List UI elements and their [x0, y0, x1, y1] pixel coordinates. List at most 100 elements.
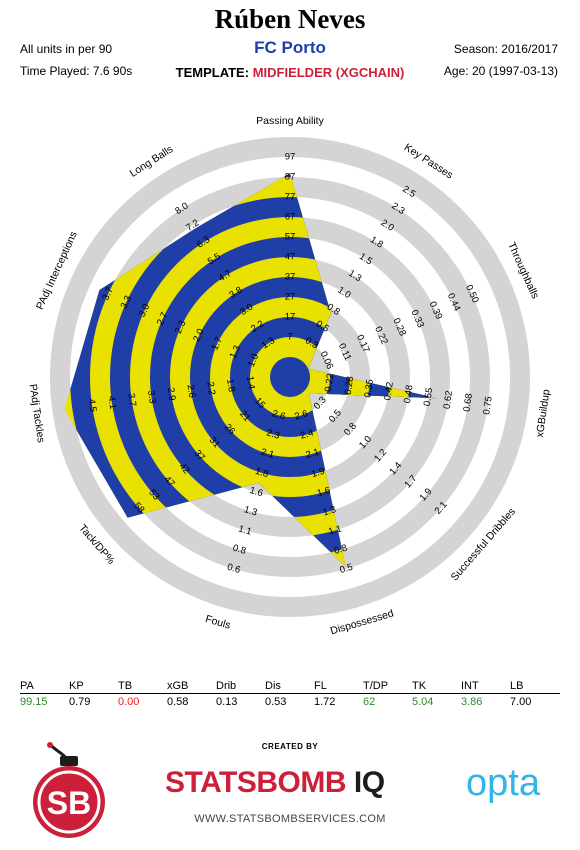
tick-label: 3.0	[137, 302, 152, 319]
tick-label: 1.6	[248, 485, 264, 499]
stats-value-cell: 0.00	[118, 696, 140, 708]
tick-label: 1.1	[237, 523, 253, 537]
tick-label: 4.1	[105, 395, 118, 410]
stats-value-cell: 0.58	[167, 696, 189, 708]
tick-label: 1.1	[327, 523, 343, 537]
tick-label: 1.8	[254, 466, 270, 480]
tick-label: 0.48	[402, 384, 416, 404]
stats-header-cell: TK	[412, 680, 427, 692]
website-link[interactable]: WWW.STATSBOMBSERVICES.COM	[194, 813, 386, 825]
tick-label: 47	[285, 252, 296, 263]
stats-table: PA KP TB xGB Drib Dis FL T/DP TK INT LB	[20, 680, 560, 692]
template-value: MIDFIELDER (XGCHAIN)	[252, 65, 405, 80]
tick-label: 87	[285, 172, 296, 183]
stats-value-cell: 5.04	[412, 696, 434, 708]
brand-suffix: IQ	[353, 766, 385, 799]
tick-label: 2.6	[185, 384, 198, 399]
tick-label: 1.9	[310, 466, 326, 480]
created-by: CREATED BY	[261, 742, 319, 751]
stats-header-cell: TB	[118, 680, 133, 692]
tick-label: 1.3	[243, 504, 259, 518]
tick-label: 0.55	[422, 387, 436, 407]
stats-value-cell: 62	[363, 696, 376, 708]
stats-header-cell: LB	[510, 680, 524, 692]
stats-header-cell: Drib	[216, 680, 237, 692]
stats-value-row: 99.15 0.79 0.00 0.58 0.13 0.53 1.72 62 5.04 3.86 7…	[20, 696, 560, 708]
tick-label: 0.22	[323, 373, 337, 393]
tick-label: 0.28	[343, 376, 357, 396]
tick-label: 0.5	[338, 562, 354, 576]
tick-label: 2.9	[165, 387, 178, 402]
tick-label: 0.68	[461, 393, 475, 413]
axis-label: xGBuildup	[534, 388, 553, 438]
tick-label: 37	[285, 272, 296, 283]
tick-label: 2.1	[305, 447, 321, 461]
tick-label: 0.62	[442, 390, 456, 410]
tick-label: 1.0	[246, 352, 261, 369]
stats-header-row: PA KP TB xGB Drib Dis FL T/DP TK INT LB	[20, 680, 560, 692]
units-note: All units in per 90	[20, 42, 113, 56]
stats-value-cell: 0.79	[69, 696, 91, 708]
tick-label: 2.3	[265, 427, 281, 441]
tick-label: 3.7	[125, 393, 138, 408]
tick-label: 17	[285, 312, 296, 323]
tick-label: 3.3	[119, 294, 134, 311]
stats-header-cell: xGB	[167, 680, 189, 692]
tick-label: 0.6	[226, 562, 242, 576]
tick-label: 2.2	[204, 381, 217, 396]
tick-label: 57	[285, 232, 296, 243]
stats-header-cell: PA	[20, 680, 34, 692]
statsbomb-sb-logo: SB	[33, 742, 105, 838]
axis-label: Fouls	[204, 613, 232, 632]
tick-label: 4.5	[86, 398, 99, 413]
tick-label: 0.42	[382, 381, 396, 401]
stats-value-cell: 0.13	[216, 696, 238, 708]
value-band	[270, 357, 310, 397]
tick-label: 0.35	[362, 378, 376, 398]
tick-label: 77	[285, 192, 296, 203]
tick-label: 0.8	[231, 543, 247, 557]
age: Age: 20 (1997-03-13)	[443, 64, 558, 78]
sb-mark: SB	[47, 785, 91, 821]
grid-ring	[50, 137, 530, 617]
axis-label: PAdj Tackles	[27, 383, 47, 443]
opta-logo: opta	[466, 762, 540, 804]
tick-label: 1.4	[244, 375, 257, 390]
tick-label: 2.6	[293, 408, 309, 422]
tick-label: 67	[285, 212, 296, 223]
tick-label: 2.3	[173, 319, 188, 336]
tick-label: 1.8	[224, 378, 237, 393]
stats-header-cell: Dis	[265, 680, 281, 692]
season: Season: 2016/2017	[453, 42, 558, 56]
template-line: TEMPLATE: MIDFIELDER (XGCHAIN)	[0, 65, 580, 80]
stats-header-cell: INT	[461, 680, 479, 692]
stats-value-cell: 99.15	[20, 696, 48, 708]
time-played: Time Played: 7.6 90s	[20, 64, 133, 78]
stats-values: 99.15 0.79 0.00 0.58 0.13 0.53 1.72 62 5.04 3.86 7…	[20, 696, 560, 708]
template-label: TEMPLATE:	[175, 65, 250, 80]
tick-label: 1.3	[322, 504, 338, 518]
stats-value-cell: 3.86	[461, 696, 483, 708]
stats-header-cell: T/DP	[363, 680, 389, 692]
tick-label: 3.3	[145, 390, 158, 405]
axis-label: Passing Ability	[256, 115, 324, 127]
tick-label: 7	[287, 332, 292, 343]
team-name: FC Porto	[254, 38, 326, 57]
tick-label: 1.6	[316, 485, 332, 499]
stats-value-cell: 1.72	[314, 696, 336, 708]
stats-header-cell: KP	[69, 680, 84, 692]
stats-value-cell: 7.00	[510, 696, 532, 708]
tick-label: 2.7	[155, 311, 170, 328]
stats-value-cell: 0.53	[265, 696, 287, 708]
tick-label: 2.0	[191, 327, 206, 344]
tick-label: 0.8	[333, 543, 349, 557]
tick-label: 0.75	[481, 396, 495, 416]
tick-label: 1.7	[209, 335, 224, 352]
stats-divider	[20, 693, 560, 694]
statsbomb-iq-logo: STATSBOMB IQ	[165, 766, 385, 800]
tick-label: 1.3	[228, 344, 243, 361]
player-name: Rúben Neves	[214, 4, 366, 34]
tick-label: 3.7	[100, 286, 115, 303]
brand-name: STATSBOMB	[165, 766, 347, 799]
